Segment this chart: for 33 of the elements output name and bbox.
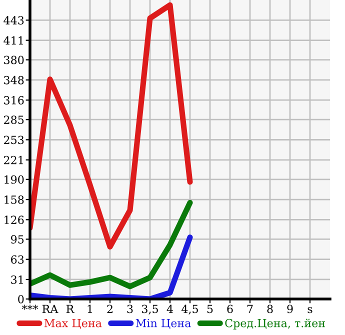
y-tick-label: 348: [4, 76, 24, 84]
x-tick-label: RA: [42, 304, 58, 313]
y-tick-label: 158: [4, 196, 24, 204]
y-tick-label: 95: [11, 235, 24, 244]
y-tick-label: 126: [4, 216, 24, 224]
x-tick-label: 6: [227, 304, 233, 314]
y-tick-label: 285: [4, 116, 24, 124]
legend-label: Max Цена: [44, 319, 102, 329]
legend-label: Min Цена: [136, 318, 191, 329]
x-tick-label: 3: [127, 304, 133, 314]
x-tick-label: 2: [107, 304, 112, 313]
y-tick-label: 221: [4, 156, 23, 164]
x-tick-label: 9: [287, 304, 293, 314]
y-tick-label: 316: [4, 96, 24, 104]
x-tick-label: ***: [22, 304, 38, 310]
y-tick-label: 411: [4, 36, 23, 45]
x-tick-label: 4: [166, 304, 173, 313]
x-tick-label: 3,5: [142, 304, 158, 315]
y-tick-label: 31: [11, 275, 23, 284]
x-tick-label: s: [308, 307, 312, 314]
x-tick-label: R: [66, 304, 74, 313]
legend-label: Сред.Цена, т.йен: [225, 318, 325, 330]
y-tick-label: 380: [4, 56, 24, 64]
y-tick-label: 443: [4, 16, 24, 25]
x-tick-label: 7: [247, 304, 253, 313]
x-tick-label: 4,5: [182, 304, 198, 315]
y-tick-label: 63: [11, 255, 24, 264]
x-tick-label: 8: [267, 304, 273, 314]
y-tick-label: 0: [18, 294, 24, 304]
x-tick-label: 5: [207, 304, 213, 314]
x-tick-label: 1: [88, 304, 92, 313]
y-tick-label: 253: [4, 136, 24, 144]
y-tick-label: 190: [4, 175, 24, 184]
